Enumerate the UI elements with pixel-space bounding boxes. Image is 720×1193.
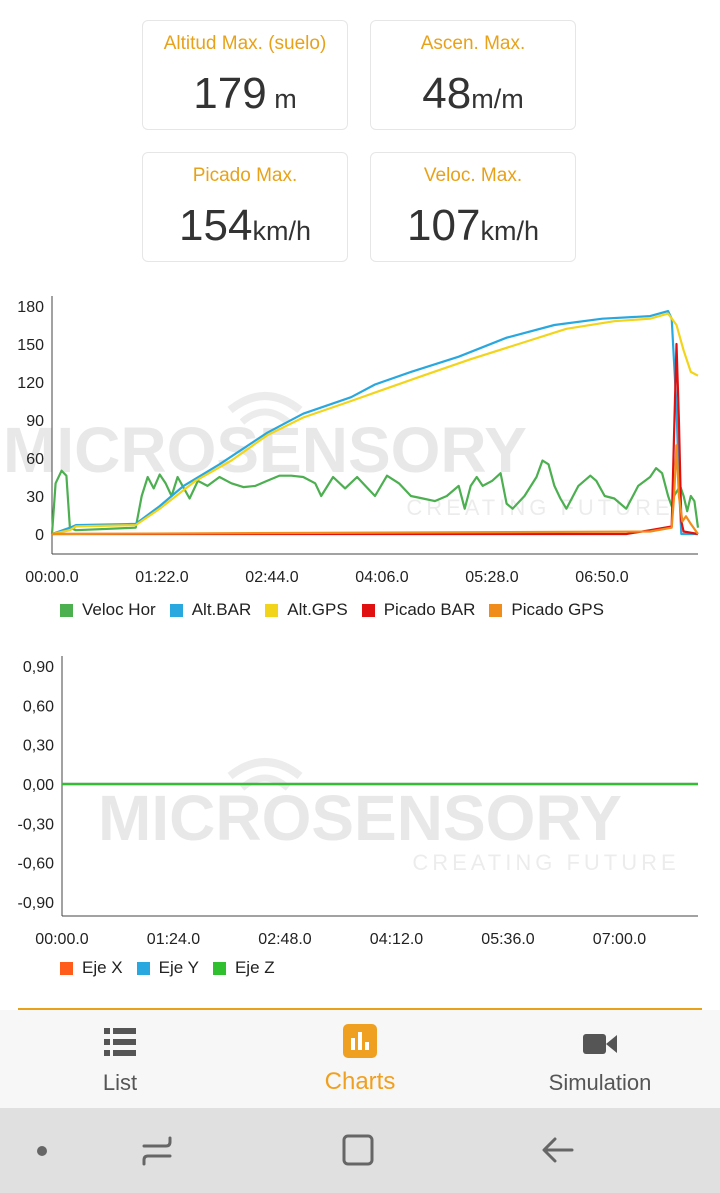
y-tick-label: 0 bbox=[35, 527, 44, 544]
x-tick-label: 02:44.0 bbox=[245, 569, 298, 586]
watermark-brand: MICROSENSORY bbox=[98, 782, 622, 854]
stat-card-max-ascent: Ascen. Max. 48m/m bbox=[370, 20, 576, 130]
stat-unit: m bbox=[266, 84, 297, 114]
stat-card-max-speed: Veloc. Max. 107km/h bbox=[370, 152, 576, 262]
stat-card-max-dive: Picado Max. 154km/h bbox=[142, 152, 348, 262]
series-line-picado-gps bbox=[51, 444, 699, 536]
legend-item: Alt.GPS bbox=[265, 600, 348, 620]
y-tick-label: 0,60 bbox=[23, 698, 54, 715]
nav-label: Simulation bbox=[548, 1070, 652, 1095]
x-tick-label: 05:36.0 bbox=[481, 931, 534, 948]
stat-unit: m/m bbox=[471, 84, 524, 114]
y-tick-label: -0,90 bbox=[18, 895, 55, 912]
stat-label: Ascen. Max. bbox=[420, 33, 526, 54]
stat-value: 48m/m bbox=[371, 69, 575, 119]
x-tick-label: 00:00.0 bbox=[35, 931, 88, 948]
y-tick-label: -0,30 bbox=[18, 816, 55, 833]
y-tick-label: 120 bbox=[17, 375, 44, 392]
y-tick-label: 150 bbox=[17, 337, 44, 354]
stat-number: 107 bbox=[407, 201, 481, 250]
y-tick-label: 180 bbox=[17, 299, 44, 316]
stat-number: 179 bbox=[193, 69, 267, 118]
chart-legend: Eje X Eje Y Eje Z bbox=[60, 958, 289, 978]
legend-swatch bbox=[489, 603, 503, 617]
y-tick-label: 0,30 bbox=[23, 738, 54, 755]
chart-legend: Veloc Hor Alt.BAR Alt.GPS Picado BAR Picado … bbox=[60, 600, 618, 620]
stat-label: Veloc. Max. bbox=[423, 165, 523, 186]
legend-item: Eje X bbox=[60, 958, 123, 978]
y-tick-label: 0,90 bbox=[23, 659, 54, 676]
nav-label: Charts bbox=[324, 1068, 396, 1095]
x-tick-label: 05:28.0 bbox=[465, 569, 518, 586]
legend-swatch bbox=[169, 603, 183, 617]
home-icon[interactable] bbox=[340, 1132, 376, 1173]
watermark-tagline: CREATING FUTURE bbox=[406, 495, 673, 520]
nav-divider bbox=[18, 1008, 702, 1010]
stat-label: Picado Max. bbox=[192, 165, 298, 186]
x-tick-label: 02:48.0 bbox=[258, 931, 311, 948]
nav-item-charts[interactable]: Charts bbox=[240, 1010, 480, 1108]
legend-swatch bbox=[136, 961, 150, 975]
y-tick-label: -0,60 bbox=[18, 856, 55, 873]
legend-label: Alt.GPS bbox=[287, 600, 348, 619]
nav-item-list[interactable]: List bbox=[0, 1010, 240, 1108]
legend-swatch bbox=[212, 961, 226, 975]
legend-label: Veloc Hor bbox=[82, 600, 156, 619]
legend-swatch bbox=[60, 603, 73, 617]
legend-label: Picado BAR bbox=[383, 600, 476, 619]
x-tick-label: 00:00.0 bbox=[25, 569, 78, 586]
list-icon bbox=[104, 1028, 136, 1061]
recent-apps-icon[interactable] bbox=[140, 1134, 174, 1173]
legend-label: Eje X bbox=[82, 958, 123, 977]
stat-value: 179 m bbox=[143, 69, 347, 119]
stat-unit: km/h bbox=[480, 216, 539, 246]
stat-value: 107km/h bbox=[371, 201, 575, 251]
nav-label: List bbox=[102, 1070, 138, 1095]
flight-data-chart[interactable]: MICROSENSORY CREATING FUTURE 180 150 120 90… bbox=[0, 290, 720, 590]
legend-label: Picado GPS bbox=[511, 600, 604, 619]
legend-item: Veloc Hor bbox=[60, 600, 156, 620]
y-tick-label: 0,00 bbox=[23, 777, 54, 794]
series-line-alt-gps bbox=[51, 312, 699, 536]
stat-unit: km/h bbox=[252, 216, 311, 246]
x-tick-label: 01:24.0 bbox=[147, 931, 200, 948]
dot-icon[interactable] bbox=[36, 1144, 48, 1162]
y-tick-label: 30 bbox=[26, 489, 44, 506]
series-line-alt-bar bbox=[51, 310, 698, 536]
system-navigation-bar bbox=[0, 1108, 720, 1193]
legend-item: Eje Y bbox=[136, 958, 199, 978]
axes-acceleration-chart[interactable]: MICROSENSORY CREATING FUTURE 0,90 0,60 0,3… bbox=[0, 650, 720, 950]
x-tick-label: 04:12.0 bbox=[370, 931, 423, 948]
watermark-tagline: CREATING FUTURE bbox=[412, 850, 679, 875]
y-tick-label: 60 bbox=[26, 451, 44, 468]
legend-swatch bbox=[265, 603, 279, 617]
legend-item: Picado GPS bbox=[489, 600, 604, 620]
back-icon[interactable] bbox=[540, 1134, 576, 1171]
video-camera-icon bbox=[583, 1032, 617, 1061]
stat-value: 154km/h bbox=[143, 201, 347, 251]
legend-item: Picado BAR bbox=[361, 600, 476, 620]
y-tick-label: 90 bbox=[26, 413, 44, 430]
stat-number: 154 bbox=[179, 201, 253, 250]
stat-number: 48 bbox=[422, 69, 472, 118]
x-tick-label: 07:00.0 bbox=[593, 931, 646, 948]
x-tick-label: 01:22.0 bbox=[135, 569, 188, 586]
bottom-navigation: List Charts Simulation bbox=[0, 1010, 720, 1108]
legend-label: Eje Z bbox=[234, 958, 275, 977]
watermark: MICROSENSORY CREATING FUTURE bbox=[3, 392, 673, 520]
legend-swatch bbox=[361, 603, 375, 617]
x-tick-label: 04:06.0 bbox=[355, 569, 408, 586]
stat-card-max-altitude: Altitud Max. (suelo) 179 m bbox=[142, 20, 348, 130]
stat-label: Altitud Max. (suelo) bbox=[163, 33, 327, 54]
chart-icon bbox=[343, 1024, 377, 1063]
watermark-brand: MICROSENSORY bbox=[3, 414, 527, 486]
legend-label: Alt.BAR bbox=[191, 600, 252, 619]
legend-swatch bbox=[60, 961, 73, 975]
x-tick-label: 06:50.0 bbox=[575, 569, 628, 586]
watermark: MICROSENSORY CREATING FUTURE bbox=[98, 758, 679, 875]
nav-item-simulation[interactable]: Simulation bbox=[480, 1010, 720, 1108]
legend-item: Eje Z bbox=[212, 958, 275, 978]
legend-item: Alt.BAR bbox=[169, 600, 252, 620]
legend-label: Eje Y bbox=[158, 958, 199, 977]
